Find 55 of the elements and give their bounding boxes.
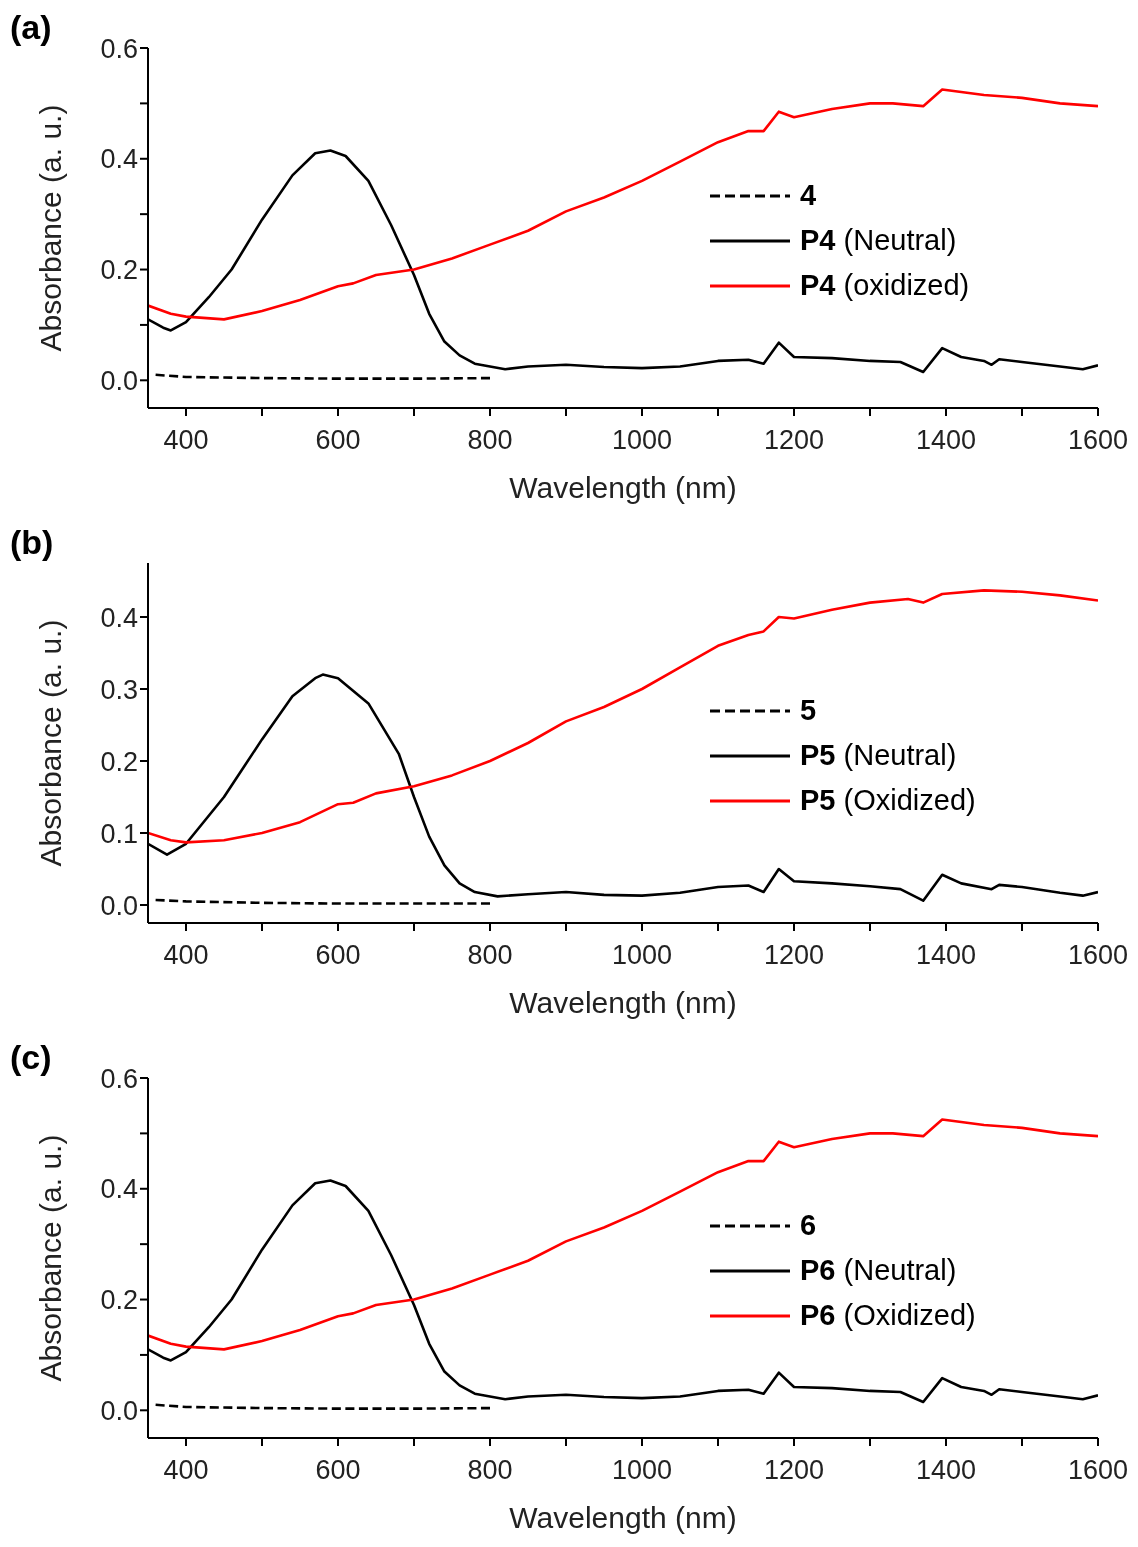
x-tick-label: 800: [467, 425, 513, 456]
y-tick-label: 0.0: [100, 1395, 138, 1426]
y-axis-title: Absorbance (a. u.): [33, 104, 67, 352]
x-tick-label: 1600: [1067, 1455, 1129, 1486]
y-axis-title: Absorbance (a. u.): [33, 1134, 67, 1382]
x-axis-title: Wavelength (nm): [509, 471, 737, 504]
y-tick-label: 0.6: [100, 1063, 138, 1094]
y-tick-label: 0.0: [100, 890, 138, 921]
y-tick-label: 0.2: [100, 255, 138, 286]
legend-label: P5 (Oxidized): [800, 783, 976, 818]
x-tick-label: 1600: [1067, 940, 1129, 971]
chart-title: (b): [10, 523, 54, 562]
line-series: [148, 1118, 1098, 1351]
x-tick-label: 600: [315, 940, 361, 971]
x-tick-label: 1000: [611, 425, 673, 456]
x-tick-label: 1200: [763, 425, 825, 456]
y-tick-label: 0.4: [100, 1174, 138, 1205]
legend-label: P6 (Neutral): [800, 1253, 957, 1288]
y-axis-title: Absorbance (a. u.): [33, 619, 67, 867]
x-axis-title: Wavelength (nm): [509, 986, 737, 1019]
x-tick-label: 400: [163, 940, 209, 971]
y-tick-label: 0.0: [100, 365, 138, 396]
line-series: [148, 589, 1098, 844]
legend-label: 4: [800, 179, 817, 211]
legend-label: 6: [800, 1209, 817, 1241]
x-tick-label: 1400: [915, 425, 977, 456]
x-tick-label: 1000: [611, 940, 673, 971]
x-tick-label: 400: [163, 425, 209, 456]
x-tick-label: 600: [315, 425, 361, 456]
y-tick-label: 0.1: [100, 818, 138, 849]
y-tick-label: 0.6: [100, 33, 138, 64]
x-tick-label: 1400: [915, 1455, 977, 1486]
legend-label: P4 (Neutral): [800, 223, 957, 258]
y-tick-label: 0.2: [100, 746, 138, 777]
x-tick-label: 800: [467, 1455, 513, 1486]
legend-label: P4 (oxidized): [800, 268, 970, 303]
x-tick-label: 400: [163, 1455, 209, 1486]
y-tick-label: 0.4: [100, 602, 138, 633]
x-tick-label: 1600: [1067, 425, 1129, 456]
chart-title: (a): [10, 8, 52, 47]
legend-label: P6 (Oxidized): [800, 1298, 976, 1333]
chart-title: (c): [10, 1038, 52, 1077]
x-axis-title: Wavelength (nm): [509, 1501, 737, 1534]
y-tick-label: 0.4: [100, 144, 138, 175]
x-tick-label: 1000: [611, 1455, 673, 1486]
x-tick-label: 600: [315, 1455, 361, 1486]
x-tick-label: 1200: [763, 940, 825, 971]
x-tick-label: 1200: [763, 1455, 825, 1486]
x-tick-label: 1400: [915, 940, 977, 971]
line-series: [148, 88, 1098, 321]
y-tick-label: 0.3: [100, 674, 138, 705]
x-tick-label: 800: [467, 940, 513, 971]
y-tick-label: 0.2: [100, 1285, 138, 1316]
legend-label: 5: [800, 694, 817, 726]
legend-label: P5 (Neutral): [800, 738, 957, 773]
